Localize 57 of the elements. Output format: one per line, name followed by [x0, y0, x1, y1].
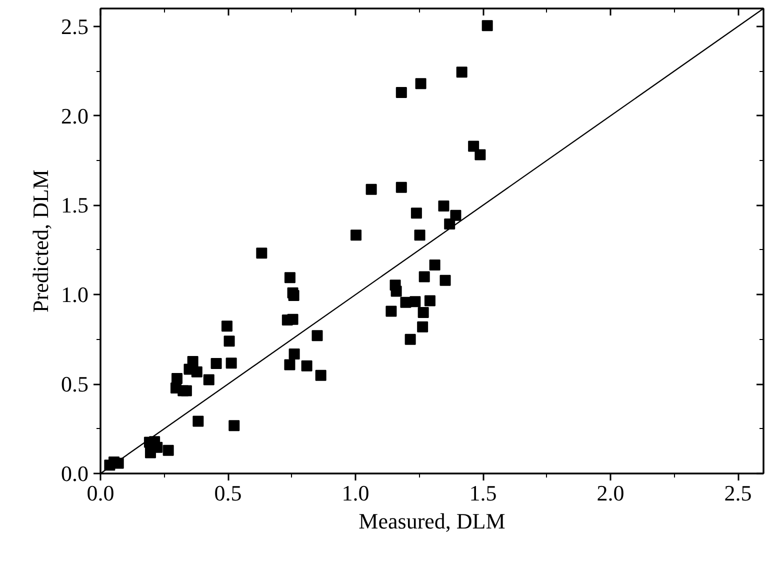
- point: [192, 416, 204, 427]
- point: [450, 210, 462, 221]
- point: [456, 66, 468, 78]
- x-tick-label: 1.0: [342, 480, 370, 506]
- point: [396, 87, 407, 98]
- point: [482, 20, 493, 32]
- point: [429, 259, 440, 270]
- point: [418, 271, 430, 282]
- point: [390, 286, 402, 297]
- x-tick-label: 1.5: [469, 480, 497, 506]
- point: [256, 248, 268, 259]
- point: [350, 230, 362, 241]
- point: [180, 385, 192, 396]
- point: [386, 306, 397, 317]
- point: [410, 208, 422, 219]
- point: [438, 200, 450, 212]
- point: [312, 330, 323, 342]
- y-tick-label: 1.5: [61, 192, 88, 218]
- point: [396, 182, 407, 193]
- y-tick-label: 0.5: [61, 372, 88, 397]
- point: [191, 366, 202, 378]
- y-axis-title: Predicted, DLM: [28, 170, 53, 312]
- point: [315, 370, 326, 381]
- point: [221, 320, 232, 332]
- y-tick-label: 1.0: [61, 282, 88, 308]
- point: [404, 334, 416, 345]
- point: [287, 314, 298, 325]
- point: [203, 374, 214, 386]
- point: [162, 444, 174, 456]
- point: [410, 296, 421, 308]
- y-tick-label: 2.0: [61, 103, 88, 128]
- point: [415, 78, 426, 90]
- point: [288, 348, 300, 360]
- point: [468, 140, 480, 152]
- point: [440, 274, 451, 286]
- x-tick-label: 2.0: [596, 480, 624, 506]
- y-tick-label: 2.5: [61, 14, 88, 39]
- point: [417, 321, 428, 332]
- point: [284, 359, 296, 370]
- x-axis-title: Measured, DLM: [358, 508, 506, 534]
- point: [444, 218, 456, 230]
- x-tick-label: 2.5: [724, 480, 752, 506]
- point: [288, 290, 300, 302]
- point: [228, 420, 240, 432]
- point: [284, 272, 296, 284]
- point: [366, 184, 377, 195]
- point: [414, 230, 426, 241]
- x-tick-label: 0.0: [86, 480, 114, 506]
- point: [224, 336, 235, 347]
- point: [210, 358, 222, 370]
- point: [424, 295, 436, 306]
- x-tick-label: 0.5: [214, 480, 242, 506]
- point: [474, 149, 486, 160]
- y-tick-label: 0.0: [61, 461, 88, 486]
- point: [418, 307, 429, 318]
- point: [226, 358, 237, 369]
- point: [301, 360, 312, 372]
